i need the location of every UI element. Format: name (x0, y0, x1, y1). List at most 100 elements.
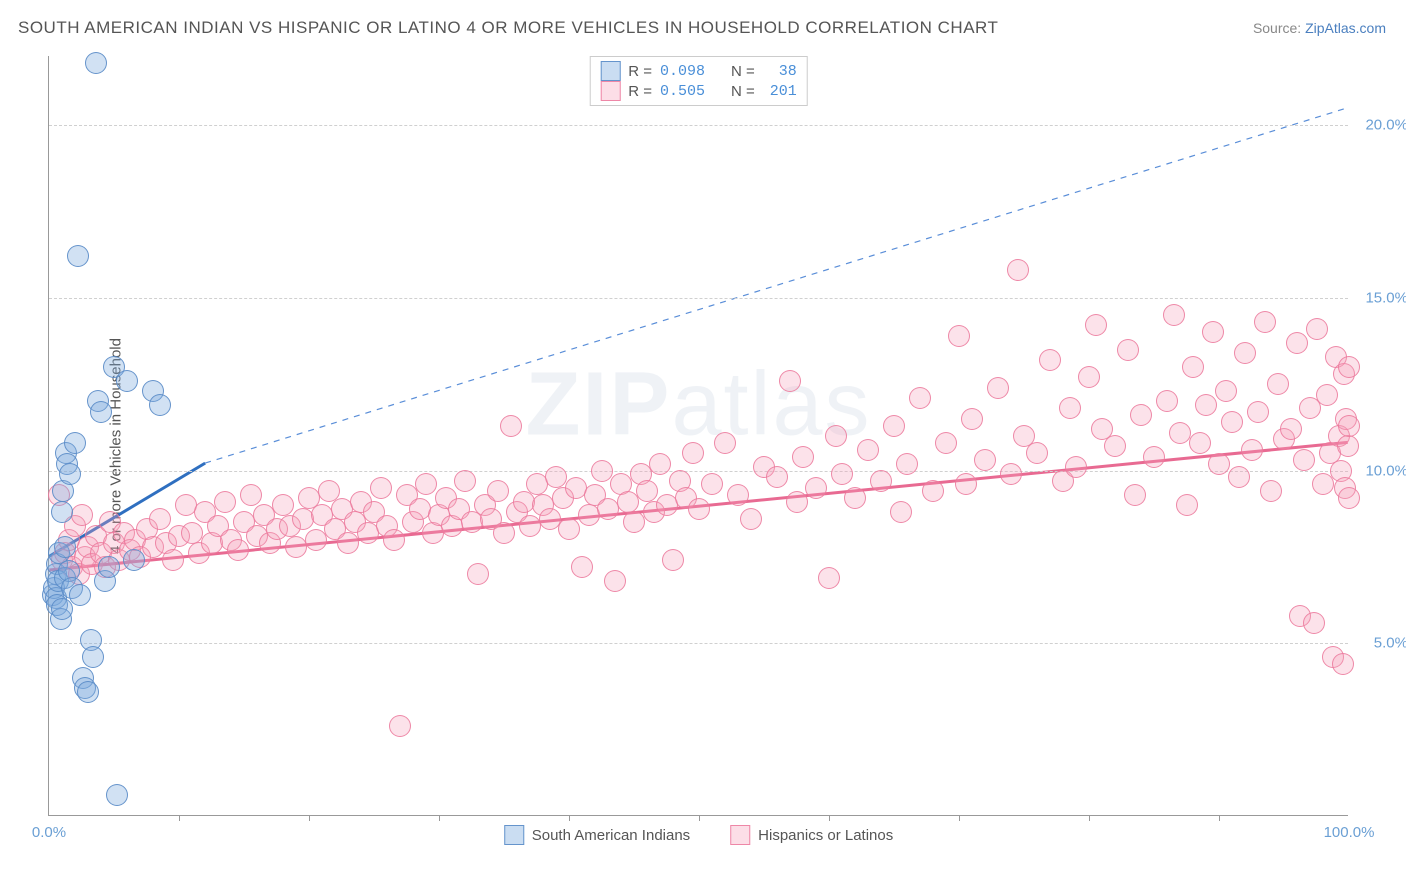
data-point-pink (955, 473, 977, 495)
data-point-pink (974, 449, 996, 471)
data-point-blue (123, 549, 145, 571)
y-tick-label: 15.0% (1365, 289, 1406, 306)
data-point-pink (272, 494, 294, 516)
data-point-pink (792, 446, 814, 468)
data-point-pink (714, 432, 736, 454)
swatch-blue (504, 825, 524, 845)
data-point-pink (948, 325, 970, 347)
data-point-pink (1026, 442, 1048, 464)
data-point-blue (116, 370, 138, 392)
data-point-pink (1234, 342, 1256, 364)
data-point-pink (922, 480, 944, 502)
data-point-pink (389, 715, 411, 737)
data-point-blue (64, 432, 86, 454)
trend-lines-layer (49, 56, 1348, 815)
y-tick-label: 5.0% (1374, 635, 1406, 652)
data-point-pink (682, 442, 704, 464)
watermark-bold: ZIP (525, 355, 671, 455)
swatch-pink (600, 81, 620, 101)
data-point-pink (857, 439, 879, 461)
data-point-pink (415, 473, 437, 495)
r-label: R = (628, 83, 652, 100)
data-point-pink (214, 491, 236, 513)
data-point-pink (337, 532, 359, 554)
n-value-pink: 201 (763, 83, 797, 100)
data-point-pink (1007, 259, 1029, 281)
data-point-pink (162, 549, 184, 571)
y-tick-label: 20.0% (1365, 117, 1406, 134)
x-tick-mark (699, 815, 700, 821)
x-tick-mark (829, 815, 830, 821)
n-value-blue: 38 (763, 63, 797, 80)
legend-row-pink: R = 0.505 N = 201 (600, 81, 797, 101)
data-point-pink (896, 453, 918, 475)
legend-item-pink: Hispanics or Latinos (730, 825, 893, 845)
data-point-pink (825, 425, 847, 447)
data-point-pink (454, 470, 476, 492)
data-point-blue (51, 501, 73, 523)
data-point-pink (1280, 418, 1302, 440)
data-point-pink (1228, 466, 1250, 488)
data-point-pink (1065, 456, 1087, 478)
data-point-pink (727, 484, 749, 506)
data-point-pink (500, 415, 522, 437)
data-point-blue (98, 556, 120, 578)
legend-row-blue: R = 0.098 N = 38 (600, 61, 797, 81)
data-point-pink (617, 491, 639, 513)
data-point-pink (1130, 404, 1152, 426)
data-point-pink (1208, 453, 1230, 475)
data-point-pink (1059, 397, 1081, 419)
watermark: ZIPatlas (525, 354, 871, 457)
data-point-pink (1189, 432, 1211, 454)
data-point-blue (90, 401, 112, 423)
data-point-pink (71, 504, 93, 526)
data-point-pink (305, 529, 327, 551)
data-point-blue (54, 536, 76, 558)
source-attribution: Source: ZipAtlas.com (1253, 20, 1386, 36)
data-point-pink (558, 518, 580, 540)
data-point-pink (805, 477, 827, 499)
data-point-pink (1078, 366, 1100, 388)
data-point-pink (688, 498, 710, 520)
data-point-pink (1338, 487, 1360, 509)
data-point-pink (1215, 380, 1237, 402)
data-point-pink (292, 508, 314, 530)
data-point-pink (370, 477, 392, 499)
data-point-blue (67, 245, 89, 267)
data-point-pink (1312, 473, 1334, 495)
data-point-pink (766, 466, 788, 488)
swatch-blue (600, 61, 620, 81)
data-point-pink (1267, 373, 1289, 395)
x-tick-label: 0.0% (32, 824, 66, 841)
n-label: N = (731, 63, 755, 80)
data-point-pink (604, 570, 626, 592)
data-point-pink (909, 387, 931, 409)
data-point-pink (662, 549, 684, 571)
source-label: Source: (1253, 20, 1301, 36)
data-point-pink (701, 473, 723, 495)
swatch-pink (730, 825, 750, 845)
data-point-pink (740, 508, 762, 530)
data-point-blue (82, 646, 104, 668)
legend-label-pink: Hispanics or Latinos (758, 827, 893, 844)
data-point-pink (1000, 463, 1022, 485)
data-point-pink (649, 453, 671, 475)
data-point-blue (69, 584, 91, 606)
data-point-pink (1124, 484, 1146, 506)
data-point-pink (1286, 332, 1308, 354)
data-point-pink (1163, 304, 1185, 326)
correlation-legend: R = 0.098 N = 38 R = 0.505 N = 201 (589, 56, 808, 106)
data-point-pink (1241, 439, 1263, 461)
n-label: N = (731, 83, 755, 100)
data-point-pink (870, 470, 892, 492)
scatter-plot-area: ZIPatlas R = 0.098 N = 38 R = 0.505 N = … (48, 56, 1348, 816)
x-tick-mark (179, 815, 180, 821)
data-point-pink (831, 463, 853, 485)
gridline-h (49, 643, 1348, 644)
legend-item-blue: South American Indians (504, 825, 690, 845)
legend-label-blue: South American Indians (532, 827, 690, 844)
data-point-pink (961, 408, 983, 430)
source-link[interactable]: ZipAtlas.com (1305, 20, 1386, 36)
x-tick-mark (439, 815, 440, 821)
data-point-blue (149, 394, 171, 416)
